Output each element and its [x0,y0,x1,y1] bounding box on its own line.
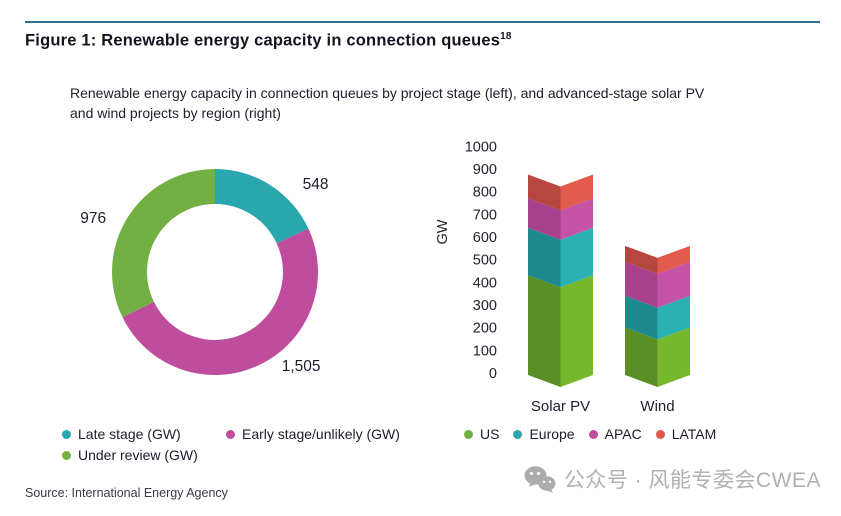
bar-solar-pv-europe-right-face [560,227,593,288]
bar-wind-latam-left-face [625,245,658,274]
legend-dot-europe [513,429,523,439]
legend-item-us: US [464,424,499,444]
y-tick-label: 0 [489,366,497,382]
legend-item-late-stage-gw: Late stage (GW) [62,424,226,444]
watermark-text: 公众号 · 风能专委会CWEA [563,469,821,492]
legend-dot-early-stage-unlikely-gw [226,429,235,439]
y-tick-label: 200 [473,321,497,337]
legend-label-apac: APAC [604,426,642,442]
legend-label-under-review-gw: Under review (GW) [78,447,198,463]
legend-item-apac: APAC [588,424,642,444]
y-tick-label: 400 [473,275,497,291]
y-tick-label: 700 [473,207,497,223]
bar-solar-pv-europe-left-face [528,227,561,288]
y-axis-label: GW [435,219,451,244]
y-tick-label: 900 [473,162,497,178]
legend-dot-apac [588,429,598,439]
bar-wind-europe-left-face [625,295,658,340]
figure-subtitle-line2: and wind projects by region (right) [70,104,281,121]
source-text: Source: International Energy Agency [25,486,228,500]
legend-item-europe: Europe [513,424,575,444]
bar-wind-apac-right-face [657,261,690,308]
legend-label-us: US [480,426,500,442]
donut-value-label-under-review-gw: 976 [80,209,107,227]
bar-wind-us-left-face [625,327,658,387]
legend-item-latam: LATAM [655,424,717,444]
donut-value-label-early-stage-unlikely-gw: 1,505 [281,358,321,376]
bar-solar-pv-latam-left-face [528,174,561,211]
y-tick-label: 500 [473,253,497,269]
legend-label-early-stage-unlikely-gw: Early stage/unlikely (GW) [242,426,400,442]
legend-dot-late-stage-gw [62,429,71,439]
legend-label-latam: LATAM [671,426,717,442]
donut-slice-early-stage-unlikely-gw [122,228,318,375]
watermark: 公众号 · 风能专委会CWEA [524,464,821,494]
legend-item-early-stage-unlikely-gw: Early stage/unlikely (GW) [226,424,400,444]
figure-title-footnote: 18 [500,31,512,42]
bar-wind-apac-left-face [625,261,658,308]
donut-chart [112,169,318,375]
figure-title-text: Figure 1: Renewable energy capacity in c… [25,31,501,50]
y-tick-label: 600 [473,230,497,246]
donut-value-label-late-stage-gw: 548 [302,175,329,193]
y-tick-label: 100 [473,343,497,359]
legend-dot-under-review-gw [62,450,71,460]
bar-solar-pv-us-left-face [528,275,561,387]
bar-chart: 0 100 200 300 400 500 600 700 800 900 1000 GW Solar … [435,139,690,415]
figure-subtitle: Renewable energy capacity in connection … [70,84,704,124]
y-tick-label: 800 [473,185,497,201]
bar-solar-pv-apac-right-face [560,198,593,240]
y-tick-label: 1000 [465,139,497,155]
bar-wind-latam-right-face [657,245,690,274]
x-category-label-solar-pv: Solar PV [531,398,590,415]
legend-label-europe: Europe [529,426,575,442]
bar-wind-europe-right-face [657,295,690,340]
top-rule [25,21,820,23]
donut-slice-late-stage-gw [215,169,309,244]
donut-legend: Late stage (GW) Early stage/unlikely (GW)… [62,424,400,465]
bar-wind-us-right-face [657,327,690,387]
figure-title: Figure 1: Renewable energy capacity in c… [25,31,512,51]
bar-solar-pv-us-right-face [560,275,593,387]
figure-subtitle-line1: Renewable energy capacity in connection … [70,85,705,101]
wechat-icon [524,465,556,493]
x-category-label-wind: Wind [640,398,674,415]
bar-solar-pv-latam-right-face [560,174,593,211]
donut-slice-under-review-gw [112,169,215,318]
legend-item-under-review-gw: Under review (GW) [62,445,226,465]
legend-dot-us [464,429,473,439]
legend-dot-latam [655,429,665,439]
legend-label-late-stage-gw: Late stage (GW) [78,426,181,442]
bar-legend: US Europe APAC LATAM [464,424,716,444]
bar-solar-pv-apac-left-face [528,198,561,240]
y-tick-label: 300 [473,298,497,314]
